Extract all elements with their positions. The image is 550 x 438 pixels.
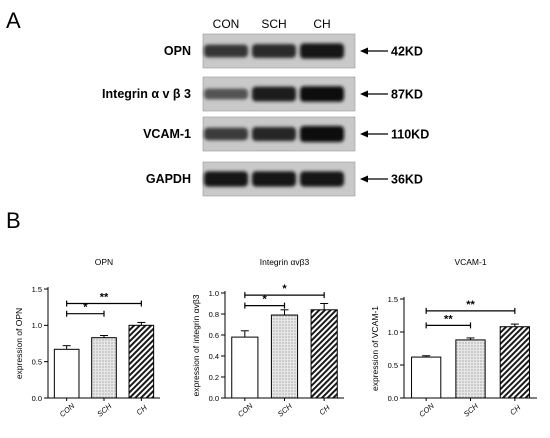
y-tick-label: 0.0 (388, 394, 398, 403)
x-tick-label: CH (135, 403, 150, 417)
protein-label: GAPDH (146, 172, 191, 186)
bar-con (231, 336, 259, 399)
blot-band (300, 43, 344, 59)
blot-band (300, 171, 344, 187)
bar-charts-panel: B OPN 0.0 0.5 1.0 1.5 expression of OPN CON SCH… (6, 208, 537, 419)
lane-label-sch: SCH (261, 17, 286, 31)
significance-label: ** (100, 292, 109, 304)
y-tick-label: 1.0 (209, 289, 219, 298)
blot-band (252, 44, 296, 58)
arrow-head-icon (360, 130, 368, 138)
y-tick-label: 0.5 (32, 357, 42, 366)
blot-band (204, 127, 248, 141)
y-tick-label: 1.0 (32, 321, 42, 330)
significance-bracket: * (66, 302, 105, 317)
significance-label: ** (466, 299, 475, 311)
significance-bracket: ** (425, 313, 472, 329)
bar-sch (91, 337, 117, 399)
blot-row: OPN 42KD (164, 33, 423, 69)
protein-label: OPN (164, 44, 191, 58)
bar-con (411, 356, 442, 399)
y-tick-label: 0.5 (388, 361, 398, 370)
molecular-weight-label: 36KD (391, 173, 423, 187)
bar-chart-2: Integrin αvβ3 0.0 0.2 0.4 0.6 0.8 1.0 expressio… (191, 257, 344, 419)
bar-sch (270, 314, 299, 399)
x-tick-label: CON (58, 401, 77, 419)
x-tick-label: SCH (462, 401, 480, 418)
bar-ch (499, 326, 530, 399)
y-tick-label: 1.0 (388, 328, 398, 337)
x-tick-label: CH (508, 403, 523, 417)
bar-sch (455, 339, 486, 399)
y-tick-label: 0.4 (209, 352, 219, 361)
blot-band (252, 127, 296, 141)
significance-bracket: ** (425, 299, 516, 314)
blot-border (202, 116, 356, 152)
x-tick-label: SCH (276, 401, 294, 418)
blot-row: GAPDH 36KD (146, 161, 423, 197)
significance-label: * (83, 302, 88, 314)
blot-row: VCAM-1 110KD (143, 116, 429, 152)
blot-band (204, 88, 248, 100)
y-tick-label: 0.8 (209, 310, 219, 319)
bar-ch (310, 309, 338, 399)
bar-chart-1: OPN 0.0 0.5 1.0 1.5 expression of OPN CON SCH CH… (14, 257, 160, 419)
lane-labels: CON SCH CH (213, 17, 331, 31)
y-tick-label: 1.5 (388, 295, 398, 304)
significance-label: * (282, 283, 287, 295)
protein-label: VCAM-1 (143, 127, 191, 141)
arrow-head-icon (360, 47, 368, 55)
panel-letter-b: B (6, 208, 21, 233)
blot-band (204, 44, 248, 58)
y-tick-label: 0.6 (209, 331, 219, 340)
significance-bracket: * (244, 283, 325, 299)
lane-label-ch: CH (313, 17, 330, 31)
chart-title: VCAM-1 (454, 257, 486, 267)
panel-letter-a: A (6, 8, 21, 33)
significance-label: * (263, 294, 268, 306)
blot-row: Integrin α v β 3 87KD (102, 76, 423, 112)
y-axis-label: expression of OPN (14, 308, 24, 379)
molecular-weight-label: 87KD (391, 88, 423, 102)
significance-bracket: ** (66, 292, 142, 307)
blot-band (252, 86, 296, 102)
blot-band (252, 171, 296, 187)
molecular-weight-label: 110KD (391, 128, 429, 142)
molecular-weight-label: 42KD (391, 45, 423, 59)
bar-chart-3: VCAM-1 0.0 0.5 1.0 1.5 expression of VCAM-1 CO… (370, 257, 537, 419)
arrow-head-icon (360, 175, 368, 183)
blot-band (300, 126, 344, 142)
arrow-head-icon (360, 90, 368, 98)
x-tick-label: CON (417, 401, 436, 419)
bar-con (53, 348, 80, 399)
y-axis-label: expression of integrin αvβ3 (191, 294, 201, 396)
x-tick-label: CH (318, 403, 333, 417)
y-axis-label: expression of VCAM-1 (370, 306, 380, 391)
x-tick-label: CON (236, 401, 255, 419)
y-tick-label: 0.0 (209, 394, 219, 403)
significance-bracket: * (244, 294, 286, 309)
x-tick-label: SCH (95, 401, 113, 418)
blot-border (202, 161, 356, 197)
blot-band (300, 86, 344, 102)
lane-label-con: CON (213, 17, 240, 31)
y-tick-label: 0.2 (209, 373, 219, 382)
bar-ch (128, 324, 155, 399)
significance-label: ** (444, 313, 453, 325)
blot-band (204, 171, 248, 187)
blot-rows: OPN 42KD Integrin α v β 3 87KD VCAM-1 110KD GA… (102, 33, 429, 197)
protein-label: Integrin α v β 3 (102, 87, 191, 101)
chart-title: Integrin αvβ3 (260, 257, 310, 267)
y-tick-label: 1.5 (32, 285, 42, 294)
blot-border (202, 76, 356, 112)
charts: OPN 0.0 0.5 1.0 1.5 expression of OPN CON SCH CH… (14, 257, 537, 419)
chart-title: OPN (95, 257, 113, 267)
blot-border (202, 33, 356, 69)
y-tick-label: 0.0 (32, 394, 42, 403)
western-blot-panel: A CON SCH CH OPN 42KD Integrin α v β 3 87KD VC… (6, 8, 429, 197)
